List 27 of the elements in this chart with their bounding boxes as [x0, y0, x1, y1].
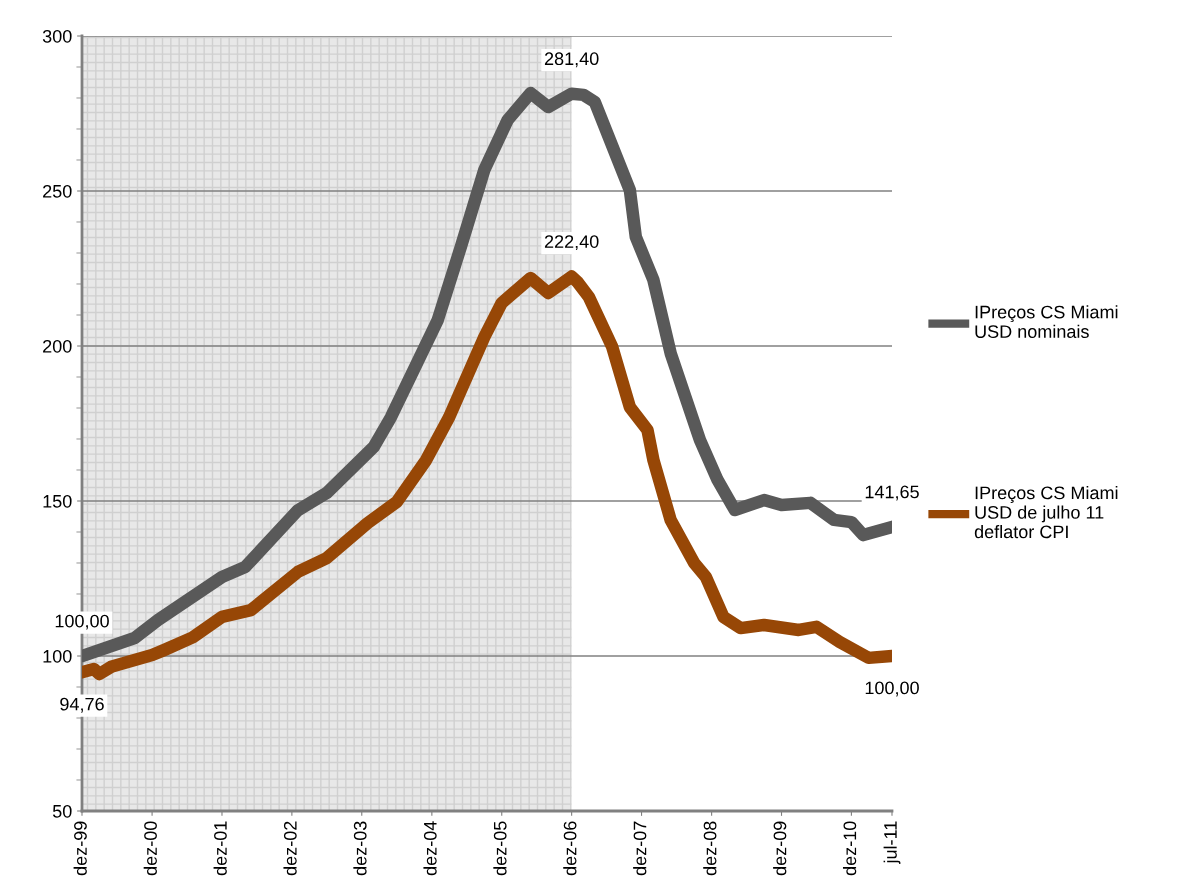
data-label: 141,65	[865, 485, 919, 501]
x-tick-label: dez-10	[842, 821, 857, 876]
y-tick-label: 150	[43, 494, 72, 508]
y-tick-label: 50	[52, 804, 72, 818]
y-tick-label: 300	[42, 29, 72, 43]
x-tick-label: dez-99	[73, 821, 87, 876]
data-label: 100,00	[55, 614, 109, 630]
x-tick-label: dez-00	[143, 821, 157, 876]
y-tick-label: 200	[43, 339, 72, 353]
legend-label: IPreços CS Miami USD de julho 11 deflator CPI	[974, 486, 1118, 539]
y-tick-label: 100	[43, 649, 72, 663]
x-tick-label: dez-01	[213, 821, 227, 876]
x-tick-label: dez-04	[423, 821, 437, 876]
data-label: 222,40	[544, 235, 599, 251]
legend-label: IPreços CS Miami USD nominais	[975, 305, 1118, 338]
x-tick-label: dez-06	[563, 821, 577, 876]
x-tick-label: dez-05	[493, 821, 507, 876]
x-tick-label: dez-09	[773, 821, 787, 876]
x-tick-label: dez-02	[283, 821, 297, 876]
y-tick-label: 250	[43, 184, 72, 198]
x-tick-label: jul-11	[883, 821, 901, 864]
x-tick-label: dez-07	[633, 821, 647, 876]
data-label: 281,40	[544, 52, 599, 68]
x-tick-label: dez-08	[703, 821, 717, 876]
data-label: 94,76	[60, 697, 104, 713]
x-tick-label: dez-03	[353, 821, 367, 876]
data-label: 100,00	[865, 681, 919, 697]
